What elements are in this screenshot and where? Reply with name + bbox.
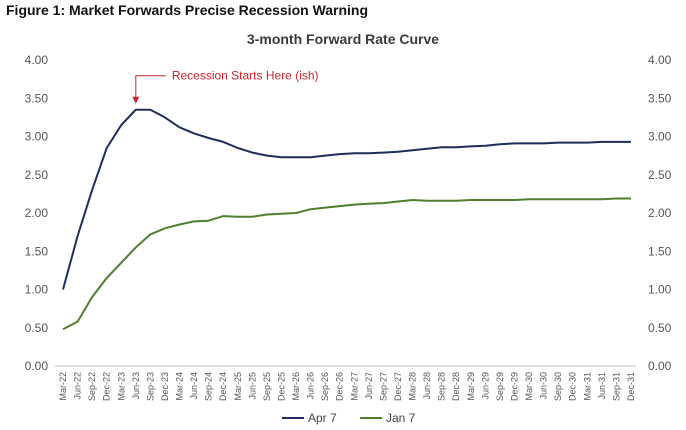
x-tick-label: Dec-28 [451, 372, 461, 401]
x-axis: Mar-22 Jun-22 Sep-22 Dec-22 Mar-23 Jun-23 Sep-… [58, 372, 636, 401]
y-tick-right: 1.50 [648, 244, 672, 258]
chart-title: 3-month Forward Rate Curve [247, 31, 439, 47]
series-lines [62, 108, 631, 331]
x-tick-label: Dec-31 [626, 372, 636, 401]
annotation-leader [135, 75, 166, 102]
annotation-arrow-icon [132, 96, 140, 104]
x-tick-label: Sep-22 [87, 372, 97, 401]
annotation-label: Recession Starts Here (ish) [172, 69, 319, 83]
y-tick-right: 3.00 [648, 130, 672, 144]
x-tick-label: Dec-27 [393, 372, 403, 401]
x-tick-label: Mar-29 [466, 372, 476, 401]
y-tick-left: 3.50 [25, 91, 49, 105]
series-line-apr-7 [62, 108, 631, 290]
x-tick-label: Jun-24 [189, 372, 199, 400]
legend-label: Apr 7 [308, 411, 337, 425]
x-tick-label: Jun-22 [73, 372, 83, 400]
x-tick-label: Dec-26 [335, 372, 345, 401]
left-y-axis: 0.00 0.50 1.00 1.50 2.00 2.50 3.00 3.50 4.00 [25, 53, 49, 373]
y-tick-left: 3.00 [25, 130, 49, 144]
x-tick-label: Sep-31 [611, 372, 621, 401]
x-tick-label: Mar-26 [291, 372, 301, 401]
x-tick-label: Jun-23 [131, 372, 141, 400]
x-tick-label: Jun-28 [422, 372, 432, 400]
x-tick-label: Jun-29 [480, 372, 490, 400]
x-tick-label: Sep-25 [262, 372, 272, 401]
x-tick-label: Jun-27 [364, 372, 374, 400]
x-tick-label: Mar-31 [582, 372, 592, 401]
y-tick-right: 0.00 [648, 359, 672, 373]
y-tick-left: 4.00 [25, 53, 49, 67]
x-tick-label: Sep-29 [495, 372, 505, 401]
x-tick-label: Mar-28 [408, 372, 418, 401]
y-tick-left: 0.00 [25, 359, 49, 373]
x-tick-label: Dec-23 [160, 372, 170, 401]
x-tick-label: Sep-26 [320, 372, 330, 401]
y-tick-right: 2.50 [648, 168, 672, 182]
y-tick-right: 1.00 [648, 283, 672, 297]
x-tick-label: Jun-26 [306, 372, 316, 400]
x-tick-label: Jun-31 [597, 372, 607, 400]
x-tick-label: Dec-24 [218, 372, 228, 401]
y-tick-right: 3.50 [648, 91, 672, 105]
x-tick-label: Jun-25 [247, 372, 257, 400]
x-tick-label: Dec-22 [102, 372, 112, 401]
annotation: Recession Starts Here (ish) [132, 69, 319, 104]
x-tick-label: Dec-30 [568, 372, 578, 401]
y-tick-right: 2.00 [648, 206, 672, 220]
x-tick-label: Sep-28 [437, 372, 447, 401]
y-tick-left: 1.50 [25, 244, 49, 258]
x-tick-label: Sep-27 [378, 372, 388, 401]
x-tick-label: Dec-25 [276, 372, 286, 401]
y-tick-left: 2.00 [25, 206, 49, 220]
x-tick-label: Sep-30 [553, 372, 563, 401]
y-tick-right: 0.50 [648, 321, 672, 335]
x-tick-label: Mar-30 [524, 372, 534, 401]
x-tick-label: Jun-30 [539, 372, 549, 400]
x-tick-label: Dec-29 [509, 372, 519, 401]
legend: Apr 7 Jan 7 [282, 411, 416, 425]
right-y-axis: 0.00 0.50 1.00 1.50 2.00 2.50 3.00 3.50 4.00 [648, 53, 672, 373]
x-tick-label: Mar-23 [116, 372, 126, 401]
x-tick-label: Mar-27 [349, 372, 359, 401]
series-line-jan-7 [62, 197, 631, 331]
legend-label: Jan 7 [386, 411, 416, 425]
figure-title: Figure 1: Market Forwards Precise Recess… [6, 2, 369, 18]
x-tick-label: Mar-24 [175, 372, 185, 401]
x-tick-label: Sep-24 [204, 372, 214, 401]
y-tick-right: 4.00 [648, 53, 672, 67]
y-tick-left: 2.50 [25, 168, 49, 182]
x-tick-label: Mar-25 [233, 372, 243, 401]
x-tick-label: Mar-22 [58, 372, 68, 401]
x-tick-label: Sep-23 [145, 372, 155, 401]
y-tick-left: 0.50 [25, 321, 49, 335]
y-tick-left: 1.00 [25, 283, 49, 297]
